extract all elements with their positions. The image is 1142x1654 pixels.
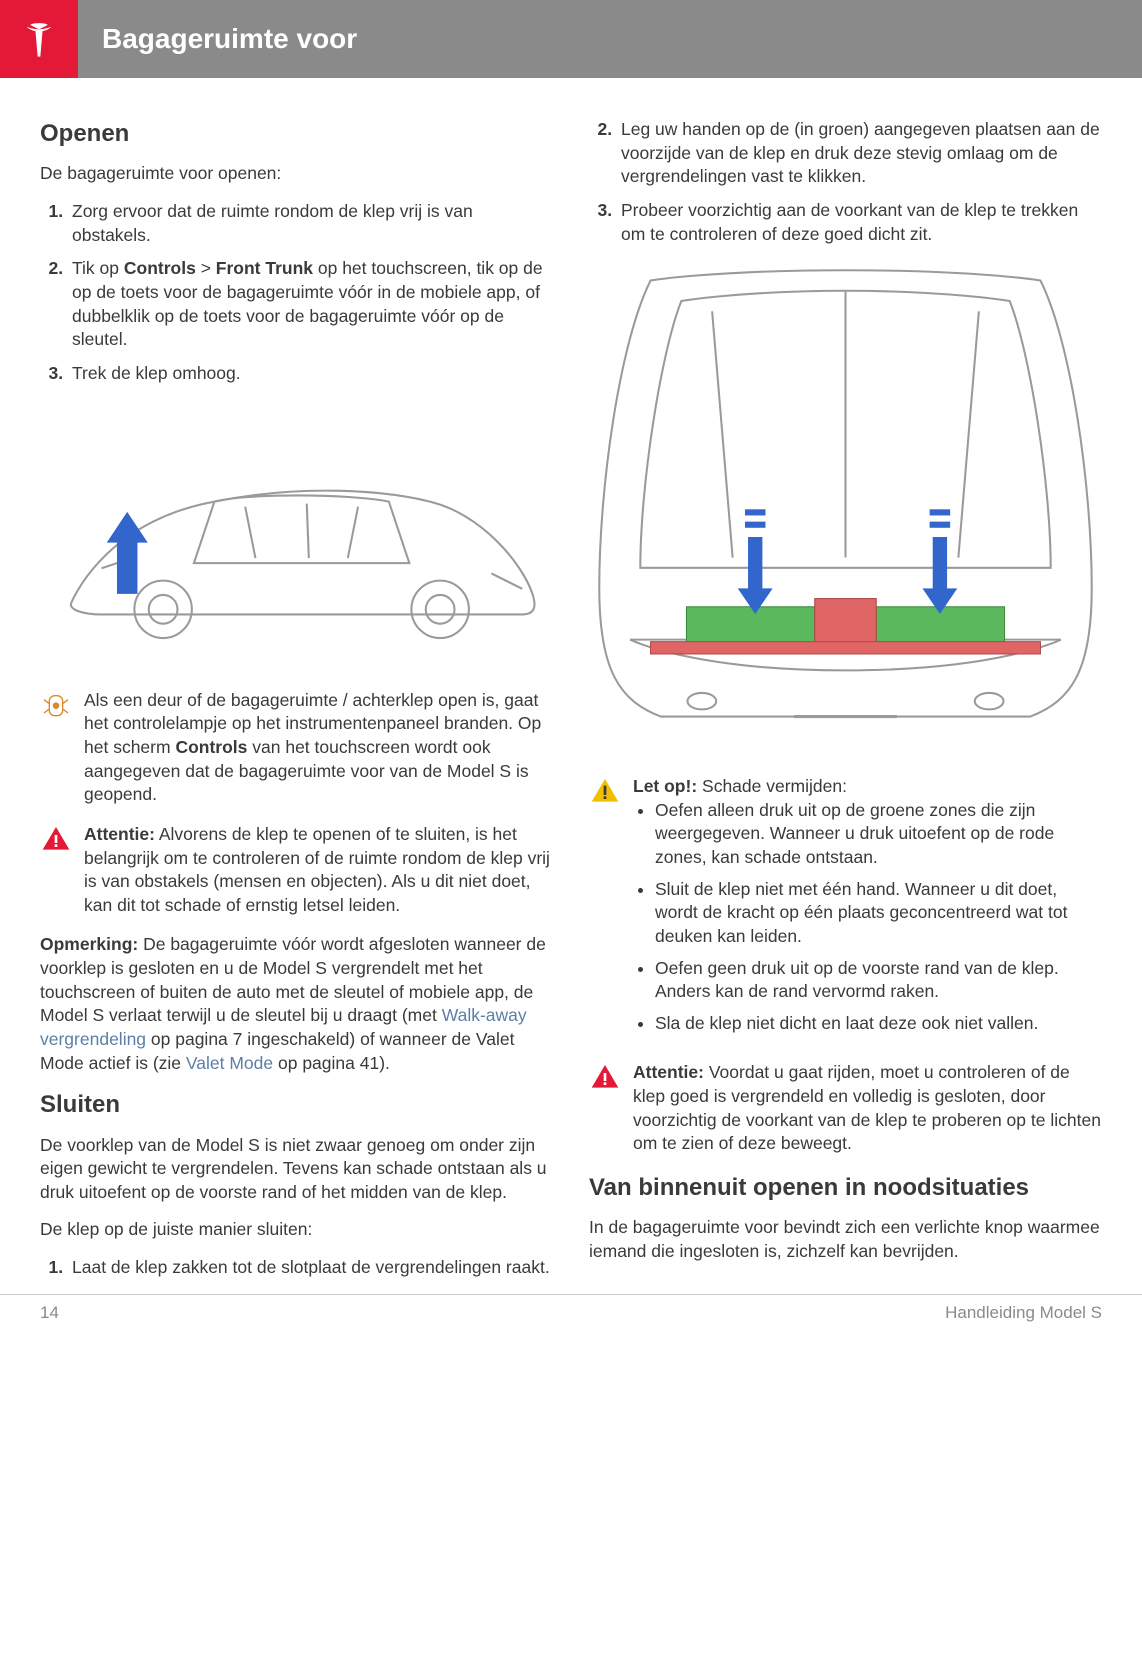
close-step-1: Laat de klep zakken tot de slotplaat de … bbox=[68, 1256, 553, 1280]
close-step-2: Leg uw handen op de (in groen) aangegeve… bbox=[617, 118, 1102, 189]
caution-bullets: Oefen alleen druk uit op de groene zones… bbox=[633, 799, 1102, 1036]
close-p1: De voorklep van de Model S is niet zwaar… bbox=[40, 1134, 553, 1205]
open-step-1: Zorg ervoor dat de ruimte rondom de klep… bbox=[68, 200, 553, 247]
warning-icon bbox=[40, 823, 72, 918]
close-step-3: Probeer voorzichtig aan de voorkant van … bbox=[617, 199, 1102, 246]
heading-emergency: Van binnenuit openen in noodsituaties bbox=[589, 1172, 1102, 1204]
warning-open: Attentie: Alvorens de klep te openen of … bbox=[40, 823, 553, 918]
caution-bullet-1: Oefen alleen druk uit op de groene zones… bbox=[655, 799, 1102, 870]
content: Openen De bagageruimte voor openen: Zorg… bbox=[0, 78, 1142, 1294]
heading-close: Sluiten bbox=[40, 1089, 553, 1121]
open-step-2: Tik op Controls > Front Trunk op het tou… bbox=[68, 257, 553, 352]
brand-logo bbox=[0, 0, 78, 78]
page-number: 14 bbox=[40, 1303, 59, 1323]
warning-icon bbox=[589, 1061, 621, 1156]
page-title: Bagageruimte voor bbox=[102, 23, 357, 55]
caution-block: Let op!: Schade vermijden: Oefen alleen … bbox=[589, 775, 1102, 1045]
open-intro: De bagageruimte voor openen: bbox=[40, 162, 553, 186]
caution-bullet-4: Sla de klep niet dicht en laat deze ook … bbox=[655, 1012, 1102, 1036]
link-valet[interactable]: Valet Mode bbox=[186, 1053, 273, 1073]
lock-note: Opmerking: De bagageruimte vóór wordt af… bbox=[40, 933, 553, 1075]
doc-title: Handleiding Model S bbox=[945, 1303, 1102, 1323]
tesla-logo-icon bbox=[17, 17, 61, 61]
heading-open: Openen bbox=[40, 118, 553, 150]
warning-drive: Attentie: Voordat u gaat rijden, moet u … bbox=[589, 1061, 1102, 1156]
open-steps: Zorg ervoor dat de ruimte rondom de klep… bbox=[40, 200, 553, 385]
title-bar: Bagageruimte voor bbox=[78, 0, 1142, 78]
close-p2: De klep op de juiste manier sluiten: bbox=[40, 1218, 553, 1242]
door-open-note: Als een deur of de bagageruimte / achter… bbox=[40, 689, 553, 807]
car-open-icon bbox=[40, 689, 72, 807]
figure-open-hood bbox=[40, 399, 553, 672]
caution-bullet-2: Sluit de klep niet met één hand. Wanneer… bbox=[655, 878, 1102, 949]
emergency-p: In de bagageruimte voor bevindt zich een… bbox=[589, 1216, 1102, 1263]
figure-close-hood bbox=[589, 260, 1102, 759]
caution-bullet-3: Oefen geen druk uit op de voorste rand v… bbox=[655, 957, 1102, 1004]
open-step-3: Trek de klep omhoog. bbox=[68, 362, 553, 386]
header: Bagageruimte voor bbox=[0, 0, 1142, 78]
caution-icon bbox=[589, 775, 621, 1045]
footer: 14 Handleiding Model S bbox=[0, 1294, 1142, 1335]
